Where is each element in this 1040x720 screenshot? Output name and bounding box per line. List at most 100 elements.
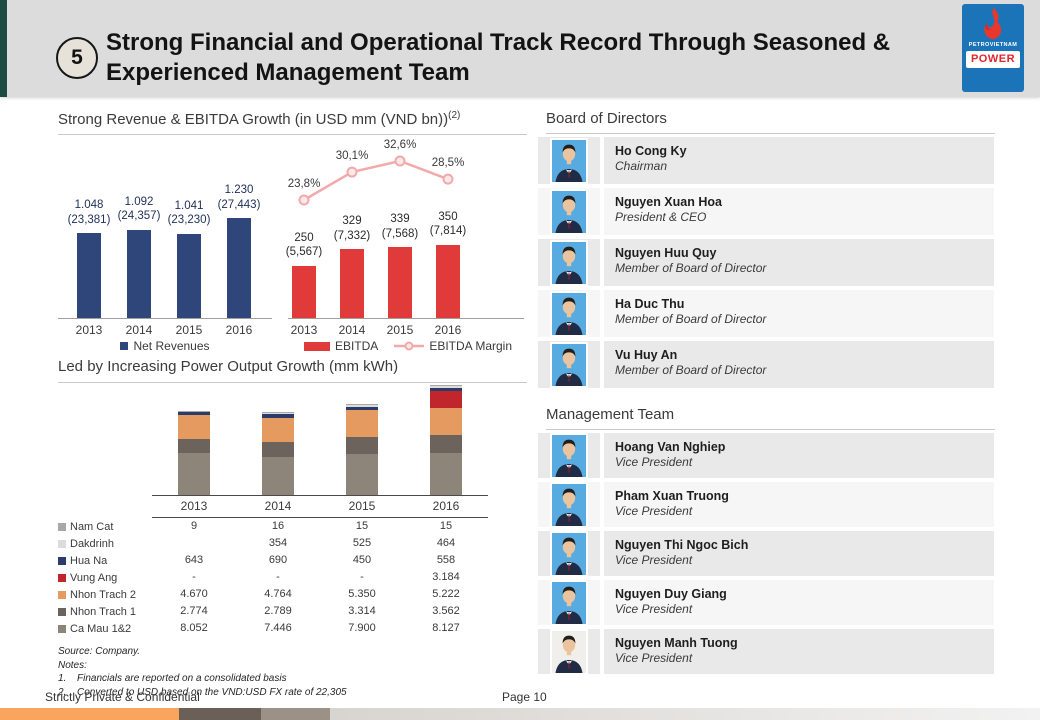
- board-of-directors-list: Ho Cong Ky Chairman Nguyen Xuan Hoa Preside…: [538, 137, 994, 388]
- table-row-label-dakdrinh: Dakdrinh: [58, 535, 152, 552]
- net-revenues-bar-2016: [227, 218, 251, 318]
- usd-value: 1.092: [124, 195, 154, 208]
- table-value-vung-ang-2016: 3.184: [432, 571, 460, 583]
- ebitda-legend-item: EBITDA: [303, 339, 379, 353]
- table-value-nam-cat-2016: 15: [439, 520, 453, 532]
- person-title: Member of Board of Director: [615, 363, 767, 377]
- person-photo: [550, 579, 588, 626]
- table-year-header-2013: 2013: [152, 495, 236, 518]
- person-title: Vice President: [615, 504, 693, 518]
- stack-2016-vung-ang: [430, 391, 462, 408]
- person-info: Nguyen Duy Giang Vice President: [604, 580, 994, 625]
- stack-2013-nhon-trach-1: [178, 439, 210, 454]
- revenue-year-label-2014: 2014: [125, 323, 153, 337]
- notes-label: Notes:: [58, 659, 87, 671]
- ebitda-margin-label-2013: 23,8%: [287, 178, 321, 190]
- series-name: Nhon Trach 1: [70, 605, 137, 618]
- table-row-label-vung-ang: Vung Ang: [58, 569, 152, 586]
- ebitda-value-label-2016: 350 (7,814): [403, 210, 493, 239]
- person-photo-cell: [538, 188, 604, 235]
- table-value-nhon-trach-1-2015: 3.314: [348, 605, 376, 617]
- vnd-value: (23,381): [67, 213, 111, 226]
- table-swatch-nhon-trach-2: [58, 590, 66, 599]
- table-year-header-2014: 2014: [236, 495, 320, 518]
- stack-2014-nam-cat: [262, 411, 294, 413]
- ebitda-year-label-2013: 2013: [290, 323, 318, 337]
- person-name: Nguyen Duy Giang: [615, 587, 727, 601]
- table-value-nhon-trach-2-2015: 5.350: [348, 588, 376, 600]
- person-photo-cell: [538, 530, 604, 577]
- series-name: Nam Cat: [70, 520, 114, 533]
- slide-title-line1: Strong Financial and Operational Track R…: [106, 29, 891, 56]
- person-photo: [550, 432, 588, 479]
- ebitda-value-label-2013: 250 (5,567): [259, 231, 349, 260]
- person-photo-cell: [538, 481, 604, 528]
- person-title: Member of Board of Director: [615, 312, 767, 326]
- stack-2015-hua-na: [346, 407, 378, 410]
- ebitda-x-axis: [288, 318, 524, 319]
- ebitda-value-label-2015: 339 (7,568): [355, 212, 445, 241]
- footnotes: Source: Company. Notes: 1. Financials ar…: [58, 645, 347, 699]
- power-output-section-title: Led by Increasing Power Output Growth (m…: [58, 358, 399, 375]
- slide-header: 5 Strong Financial and Operational Track…: [0, 0, 1040, 97]
- person-name: Nguyen Xuan Hoa: [615, 195, 722, 209]
- net-revenues-value-label-2013: 1.048 (23,381): [44, 198, 134, 227]
- usd-value: 350: [438, 210, 458, 223]
- net-revenues-value-label-2014: 1.092 (24,357): [94, 195, 184, 224]
- logo-brand-text: PETROVIETNAM: [968, 42, 1018, 48]
- person-title: Member of Board of Director: [615, 261, 767, 275]
- net-revenues-chart: 1.048 (23,381) 2013 1.092 (24,357) 2014 1.041 (…: [58, 140, 272, 353]
- net-revenues-legend: Net Revenues: [58, 339, 272, 353]
- table-value-ca-mau-1-2-2013: 8.052: [180, 622, 208, 634]
- stack-2014-nhon-trach-1: [262, 442, 294, 457]
- logo-power-text: POWER: [966, 51, 1020, 68]
- table-row-label-nhon-trach-2: Nhon Trach 2: [58, 586, 152, 603]
- stack-2013-nhon-trach-2: [178, 415, 210, 440]
- vnd-value: (5,567): [285, 246, 323, 259]
- table-value-hua-na-2015: 450: [352, 554, 372, 566]
- strip-orange-segment: [0, 708, 179, 720]
- person-info: Ha Duc Thu Member of Board of Director: [604, 290, 994, 337]
- stack-2014-dakdrinh: [262, 412, 294, 415]
- person-photo: [550, 530, 588, 577]
- ebitda-legend: EBITDA EBITDA Margin: [288, 339, 528, 353]
- revenue-x-axis: [58, 318, 272, 319]
- person-row-vu-huy-an: Vu Huy An Member of Board of Director: [538, 341, 994, 388]
- ebitda-margin-label-2016: 28,5%: [431, 157, 465, 170]
- ebitda-bar-2013: [292, 265, 316, 318]
- vnd-value: (27,443): [217, 198, 261, 211]
- revenue-year-label-2015: 2015: [175, 323, 203, 337]
- table-value-nhon-trach-2-2013: 4.670: [180, 588, 208, 600]
- table-row-label-hua-na: Hua Na: [58, 552, 152, 569]
- ebitda-margin-legend-marker: [394, 341, 425, 351]
- person-info: Hoang Van Nghiep Vice President: [604, 433, 994, 478]
- usd-value: 1.041: [174, 199, 204, 212]
- person-row-nguyen-manh-tuong: Nguyen Manh Tuong Vice President: [538, 628, 994, 675]
- stack-2016-nhon-trach-1: [430, 434, 462, 454]
- person-row-nguyen-xuan-hoa: Nguyen Xuan Hoa President & CEO: [538, 188, 994, 235]
- table-value-nhon-trach-2-2014: 4.764: [264, 588, 292, 600]
- stack-2015-nhon-trach-1: [346, 437, 378, 455]
- person-name: Ho Cong Ky: [615, 144, 687, 158]
- ebitda-legend-swatch: [303, 341, 330, 351]
- usd-value: 339: [390, 213, 410, 226]
- person-title: Chairman: [615, 159, 668, 173]
- series-name: Hua Na: [70, 554, 108, 567]
- table-value-nhon-trach-1-2013: 2.774: [180, 605, 208, 617]
- management-team-title: Management Team: [546, 406, 675, 423]
- power-output-table: 2013 2014 2015 2016 Nam Cat 9 16 15 15 Dakdrinh 35…: [58, 495, 488, 637]
- strip-light-segment: [330, 708, 1040, 720]
- table-value-dakdrinh-2016: 464: [436, 537, 456, 549]
- person-name: Vu Huy An: [615, 348, 678, 362]
- net-revenues-bar-2015: [177, 233, 201, 318]
- table-value-ca-mau-1-2-2015: 7.900: [348, 622, 376, 634]
- person-photo: [550, 341, 588, 388]
- person-row-ho-cong-ky: Ho Cong Ky Chairman: [538, 137, 994, 184]
- petrovietnam-power-logo: PETROVIETNAM POWER: [962, 4, 1024, 92]
- ebitda-legend-label: EBITDA: [334, 339, 379, 353]
- stack-2016-hua-na: [430, 388, 462, 392]
- series-name: Vung Ang: [70, 571, 118, 584]
- stack-2013-hua-na: [178, 411, 210, 416]
- person-title: Vice President: [615, 602, 693, 616]
- table-year-header-2016: 2016: [404, 495, 488, 518]
